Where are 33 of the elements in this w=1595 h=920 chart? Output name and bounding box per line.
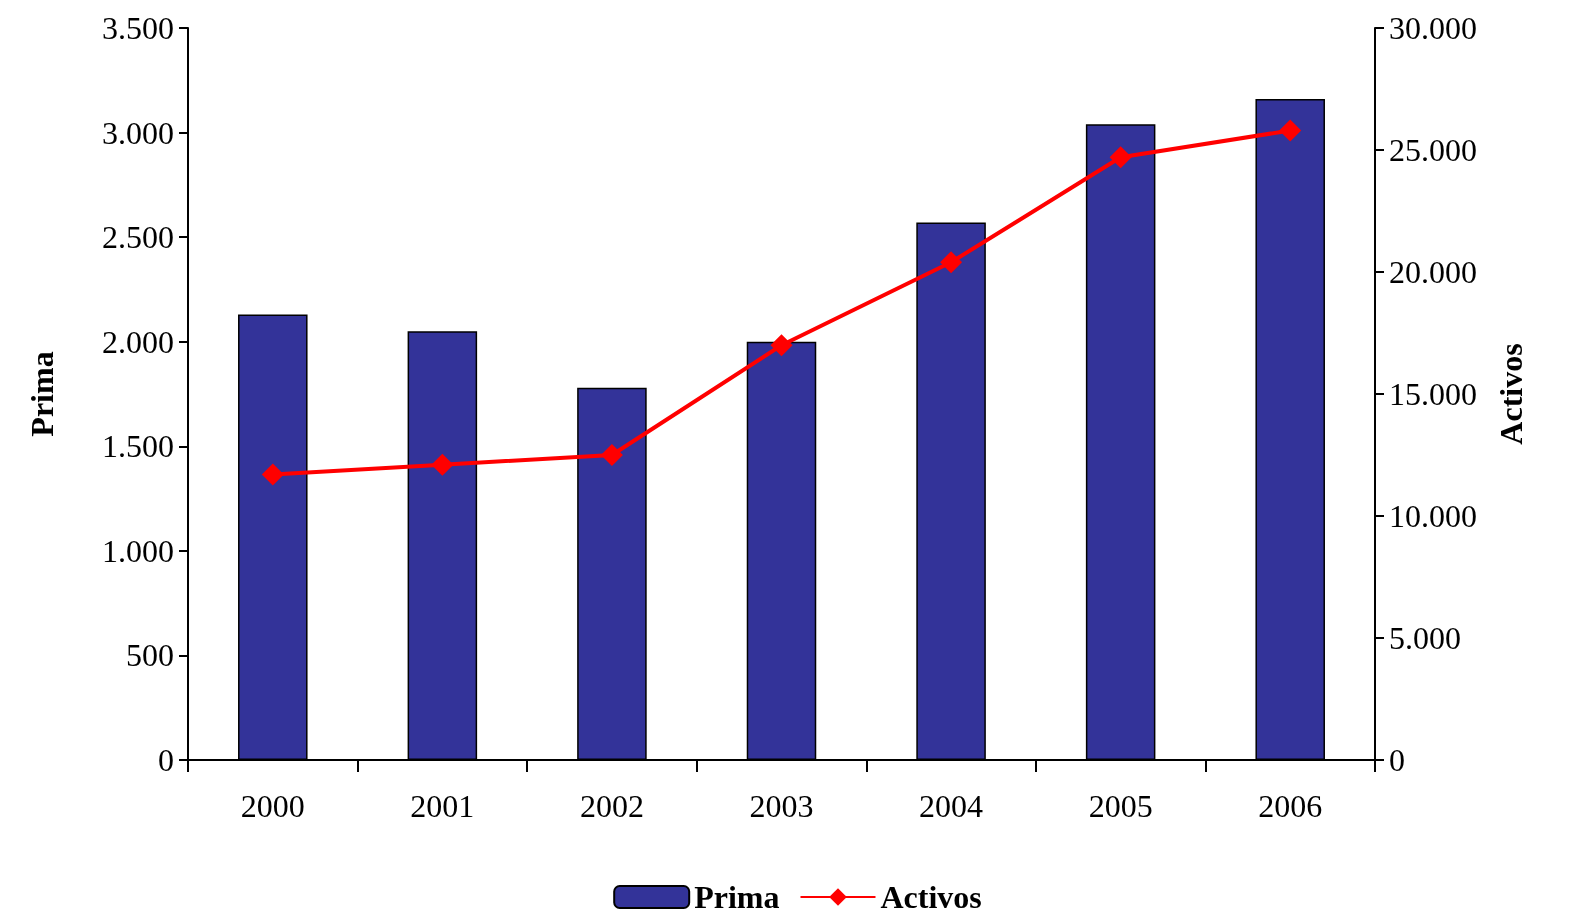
y-tick-label: 1.000: [102, 532, 174, 569]
y-tick-label: 0: [158, 742, 174, 778]
point: [1109, 146, 1132, 169]
y2-tick-label: 15.000: [1389, 376, 1477, 412]
point: [261, 463, 284, 486]
x-tick-label: 2006: [1258, 788, 1323, 824]
y2-tick-label: 30.000: [1389, 10, 1477, 46]
point: [431, 453, 454, 476]
y-tick-label: 2.500: [102, 219, 174, 256]
y-axis-title: Prima: [24, 351, 60, 437]
y2-tick-label: 20.000: [1389, 254, 1477, 290]
y2-tick-label: 0: [1389, 742, 1405, 778]
y2-axis-title: Activos: [1493, 343, 1529, 445]
x-tick-label: 2002: [579, 788, 644, 824]
x-tick-label: 2000: [240, 788, 305, 824]
legend-label: Activos: [880, 879, 982, 915]
y2-tick-label: 10.000: [1389, 498, 1477, 534]
y-tick-label: 3.000: [102, 114, 174, 151]
x-tick-label: 2005: [1088, 788, 1153, 824]
x-tick-label: 2004: [919, 788, 984, 824]
point: [600, 444, 623, 466]
point: [770, 334, 793, 357]
y2-tick-label: 5.000: [1389, 620, 1461, 656]
y-tick-label: 2.000: [102, 323, 174, 360]
y-tick-label: 1.500: [102, 428, 174, 465]
point: [940, 251, 963, 274]
point: [1279, 119, 1302, 142]
x-tick-label: 2001: [410, 788, 475, 824]
x-tick-label: 2003: [749, 788, 814, 824]
legend-label: Prima: [694, 879, 780, 915]
y-tick-label: 500: [126, 637, 174, 674]
y-tick-label: 3.500: [102, 10, 174, 46]
y2-tick-label: 25.000: [1389, 132, 1477, 168]
